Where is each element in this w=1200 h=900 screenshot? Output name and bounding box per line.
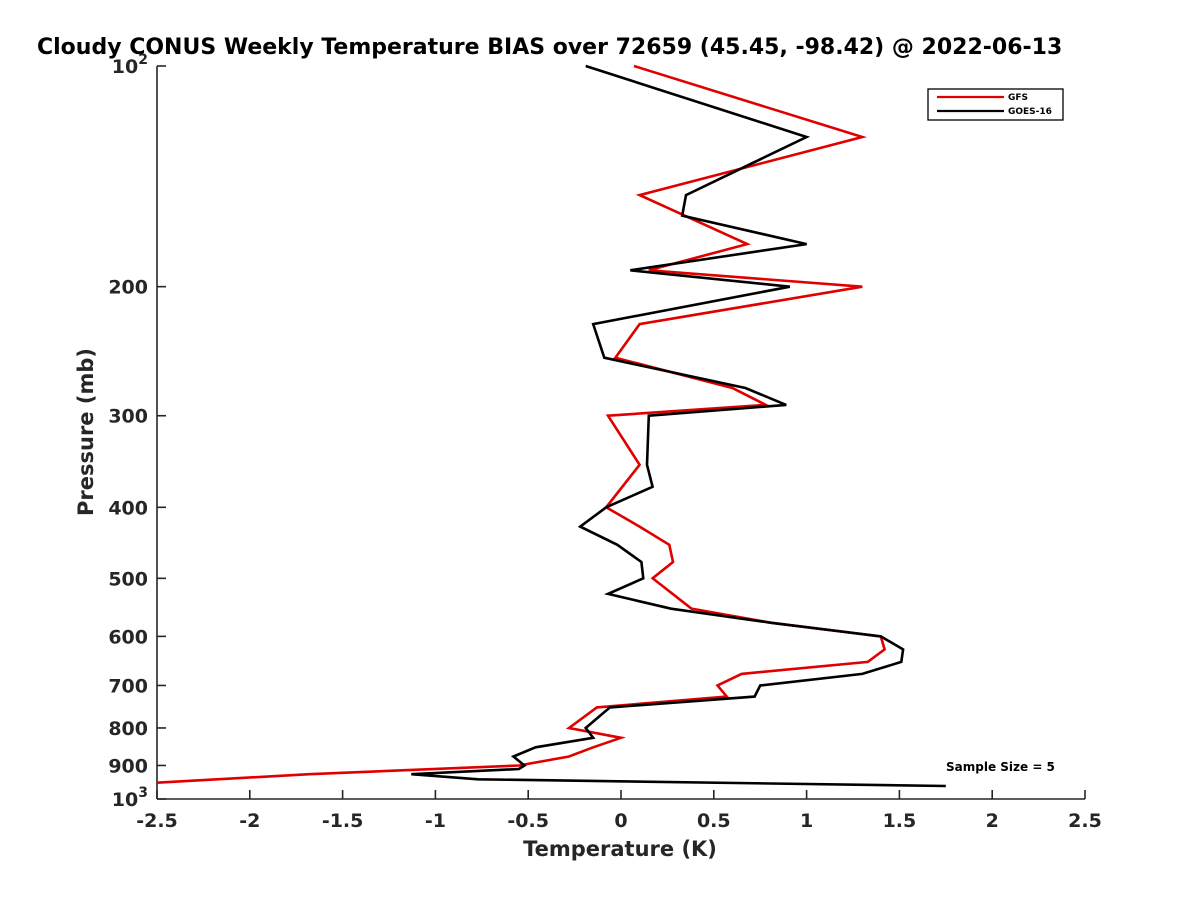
legend-label-gfs: GFS [1008,93,1028,103]
y-tick-label: 900 [108,755,148,777]
x-tick-label: 2.5 [1068,810,1102,832]
y-tick-label: 800 [108,718,148,740]
x-tick-label: 1 [800,810,813,832]
axes: -2.5 -2 -1.5 -1 -0.5 0 0.5 1 1.5 2 2.5 200 300 400 500… [108,52,1102,832]
legend: GFS GOES-16 [927,88,1064,121]
y-tick-label: 400 [108,497,148,519]
x-tick-label: -0.5 [507,810,549,832]
x-tick-label: -1.5 [322,810,364,832]
series-line-gfs [156,64,887,784]
y-tick-label: 700 [108,675,148,697]
legend-label-goes16: GOES-16 [1008,107,1052,117]
y-tick-label-exp: 103 [112,785,148,811]
x-tick-label: 0 [614,810,627,832]
y-axis-label: Pressure (mb) [74,348,98,516]
y-tick-label: 500 [108,568,148,590]
series-lines [156,64,946,788]
series-line-goes-16 [411,64,946,788]
y-tick-label: 600 [108,626,148,648]
sample-size-annotation: Sample Size = 5 [946,760,1055,774]
y-tick-label: 200 [108,277,148,299]
chart-title: Cloudy CONUS Weekly Temperature BIAS ove… [37,35,1062,60]
legend-box [927,88,1064,121]
x-tick-label: -2 [239,810,260,832]
x-axis-label: Temperature (K) [523,837,717,861]
x-tick-label: -1 [425,810,446,832]
x-tick-label: 0.5 [697,810,731,832]
x-tick-label: -2.5 [136,810,178,832]
x-tick-label: 1.5 [883,810,917,832]
x-tick-label: 2 [986,810,999,832]
y-tick-label-exp: 102 [112,52,148,78]
y-tick-label: 300 [108,406,148,428]
